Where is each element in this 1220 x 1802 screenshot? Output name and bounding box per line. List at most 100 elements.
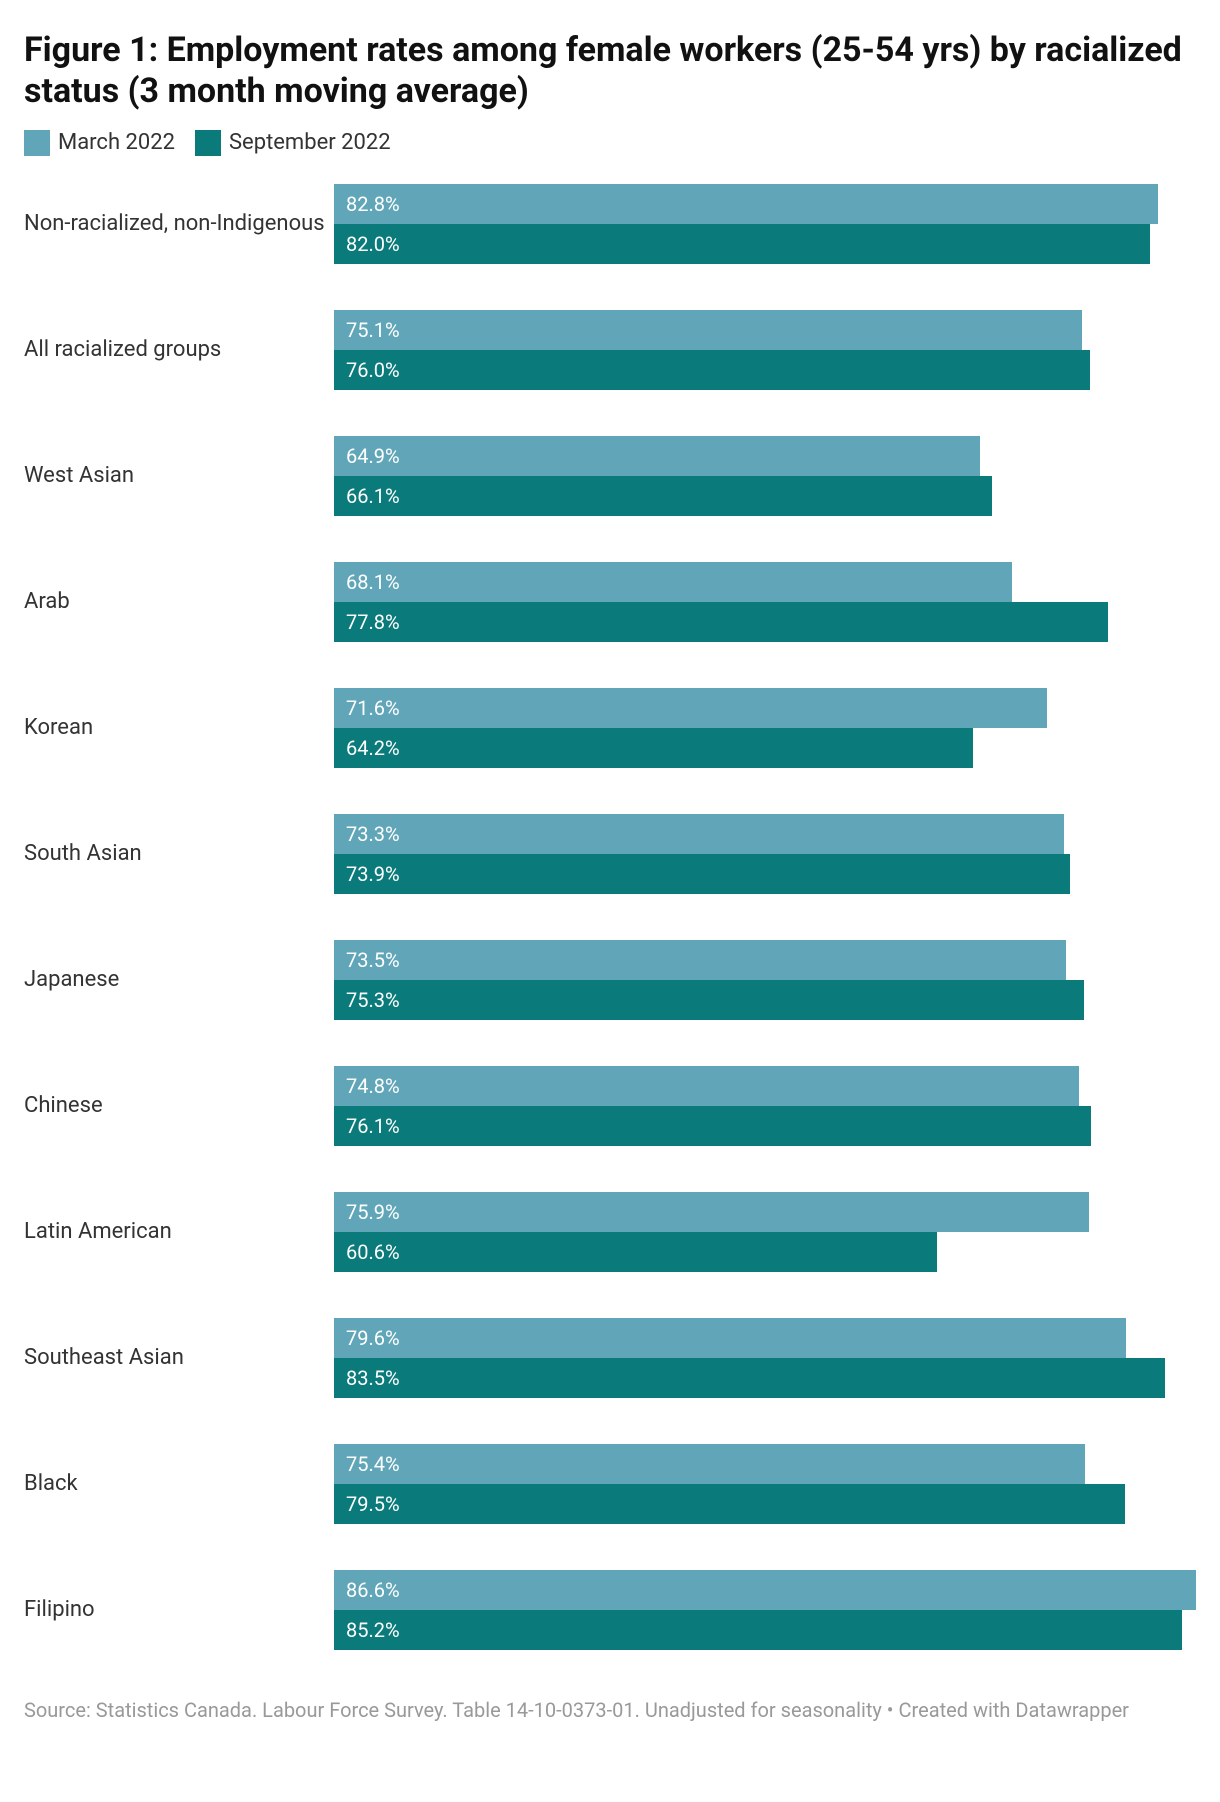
bar: 75.4%	[334, 1444, 1085, 1484]
category-label: Japanese	[24, 967, 334, 992]
bar: 82.0%	[334, 224, 1150, 264]
chart-row: Japanese 73.5% 75.3%	[24, 940, 1196, 1020]
legend-item: September 2022	[195, 130, 391, 156]
bar-value-label: 73.9%	[346, 862, 400, 886]
bar-wrap: 83.5%	[334, 1358, 1196, 1398]
chart-row: Southeast Asian 79.6% 83.5%	[24, 1318, 1196, 1398]
bar-value-label: 64.2%	[346, 736, 400, 760]
chart-row: Black 75.4% 79.5%	[24, 1444, 1196, 1524]
category-label: Filipino	[24, 1597, 334, 1622]
bar: 79.6%	[334, 1318, 1126, 1358]
category-label: Chinese	[24, 1093, 334, 1118]
chart-row: Latin American 75.9% 60.6%	[24, 1192, 1196, 1272]
bar-wrap: 75.1%	[334, 310, 1196, 350]
bar-wrap: 74.8%	[334, 1066, 1196, 1106]
legend-label: September 2022	[229, 130, 391, 155]
legend-swatch	[195, 130, 221, 156]
bar-value-label: 64.9%	[346, 444, 400, 468]
bar-wrap: 64.2%	[334, 728, 1196, 768]
chart-row: Korean 71.6% 64.2%	[24, 688, 1196, 768]
category-label: Southeast Asian	[24, 1345, 334, 1370]
bar-wrap: 86.6%	[334, 1570, 1196, 1610]
bar-wrap: 85.2%	[334, 1610, 1196, 1650]
category-label: Korean	[24, 715, 334, 740]
bar: 64.9%	[334, 436, 980, 476]
chart-row: Chinese 74.8% 76.1%	[24, 1066, 1196, 1146]
chart-row: Filipino 86.6% 85.2%	[24, 1570, 1196, 1650]
bar-wrap: 66.1%	[334, 476, 1196, 516]
chart-title: Figure 1: Employment rates among female …	[24, 30, 1196, 112]
bar-wrap: 75.3%	[334, 980, 1196, 1020]
bar: 83.5%	[334, 1358, 1165, 1398]
bars-group: 64.9% 66.1%	[334, 436, 1196, 516]
bar: 68.1%	[334, 562, 1012, 602]
source-note: Source: Statistics Canada. Labour Force …	[24, 1696, 1196, 1725]
category-label: All racialized groups	[24, 337, 334, 362]
bar-value-label: 60.6%	[346, 1240, 400, 1264]
category-label: South Asian	[24, 841, 334, 866]
bar: 75.9%	[334, 1192, 1089, 1232]
bar-value-label: 86.6%	[346, 1578, 400, 1602]
bar-wrap: 75.4%	[334, 1444, 1196, 1484]
bar: 73.9%	[334, 854, 1070, 894]
bar-wrap: 73.3%	[334, 814, 1196, 854]
bar: 60.6%	[334, 1232, 937, 1272]
legend-item: March 2022	[24, 130, 175, 156]
bars-group: 79.6% 83.5%	[334, 1318, 1196, 1398]
legend-label: March 2022	[58, 130, 175, 155]
bar-wrap: 79.5%	[334, 1484, 1196, 1524]
legend: March 2022 September 2022	[24, 130, 1196, 156]
bar: 73.5%	[334, 940, 1066, 980]
bar-wrap: 82.8%	[334, 184, 1196, 224]
bar-wrap: 68.1%	[334, 562, 1196, 602]
bar-value-label: 75.4%	[346, 1452, 400, 1476]
category-label: Black	[24, 1471, 334, 1496]
bars-group: 74.8% 76.1%	[334, 1066, 1196, 1146]
bar-value-label: 79.6%	[346, 1326, 400, 1350]
category-label: Non-racialized, non-Indigenous	[24, 211, 334, 236]
bar-value-label: 75.3%	[346, 988, 400, 1012]
bar-wrap: 60.6%	[334, 1232, 1196, 1272]
chart-row: South Asian 73.3% 73.9%	[24, 814, 1196, 894]
bar-value-label: 76.0%	[346, 358, 400, 382]
bar-value-label: 75.9%	[346, 1200, 400, 1224]
bar-value-label: 79.5%	[346, 1492, 400, 1516]
bar-value-label: 74.8%	[346, 1074, 400, 1098]
bar-value-label: 71.6%	[346, 696, 400, 720]
bars-group: 75.4% 79.5%	[334, 1444, 1196, 1524]
bar-value-label: 68.1%	[346, 570, 400, 594]
bar: 74.8%	[334, 1066, 1079, 1106]
bar-wrap: 75.9%	[334, 1192, 1196, 1232]
bar-value-label: 76.1%	[346, 1114, 400, 1138]
bars-group: 82.8% 82.0%	[334, 184, 1196, 264]
bar-value-label: 73.5%	[346, 948, 400, 972]
bar-value-label: 77.8%	[346, 610, 400, 634]
bar: 85.2%	[334, 1610, 1182, 1650]
bar-value-label: 85.2%	[346, 1618, 400, 1642]
bar-value-label: 75.1%	[346, 318, 400, 342]
bars-group: 68.1% 77.8%	[334, 562, 1196, 642]
bar-wrap: 73.9%	[334, 854, 1196, 894]
bar-wrap: 71.6%	[334, 688, 1196, 728]
category-label: Latin American	[24, 1219, 334, 1244]
chart-row: All racialized groups 75.1% 76.0%	[24, 310, 1196, 390]
bar: 79.5%	[334, 1484, 1125, 1524]
bar: 64.2%	[334, 728, 973, 768]
bar-wrap: 73.5%	[334, 940, 1196, 980]
bar: 76.1%	[334, 1106, 1091, 1146]
bars-group: 71.6% 64.2%	[334, 688, 1196, 768]
bar: 77.8%	[334, 602, 1108, 642]
legend-swatch	[24, 130, 50, 156]
bars-group: 73.5% 75.3%	[334, 940, 1196, 1020]
category-label: Arab	[24, 589, 334, 614]
bar-value-label: 66.1%	[346, 484, 400, 508]
bars-group: 73.3% 73.9%	[334, 814, 1196, 894]
bar: 75.3%	[334, 980, 1084, 1020]
bar-value-label: 83.5%	[346, 1366, 400, 1390]
bar-value-label: 82.0%	[346, 232, 400, 256]
bars-group: 75.9% 60.6%	[334, 1192, 1196, 1272]
bar-value-label: 73.3%	[346, 822, 400, 846]
chart-row: West Asian64.9%66.1%	[24, 436, 1196, 516]
bar-value-label: 82.8%	[346, 192, 400, 216]
bar-chart: Non-racialized, non-Indigenous 82.8% 82.0%…	[24, 184, 1196, 1650]
